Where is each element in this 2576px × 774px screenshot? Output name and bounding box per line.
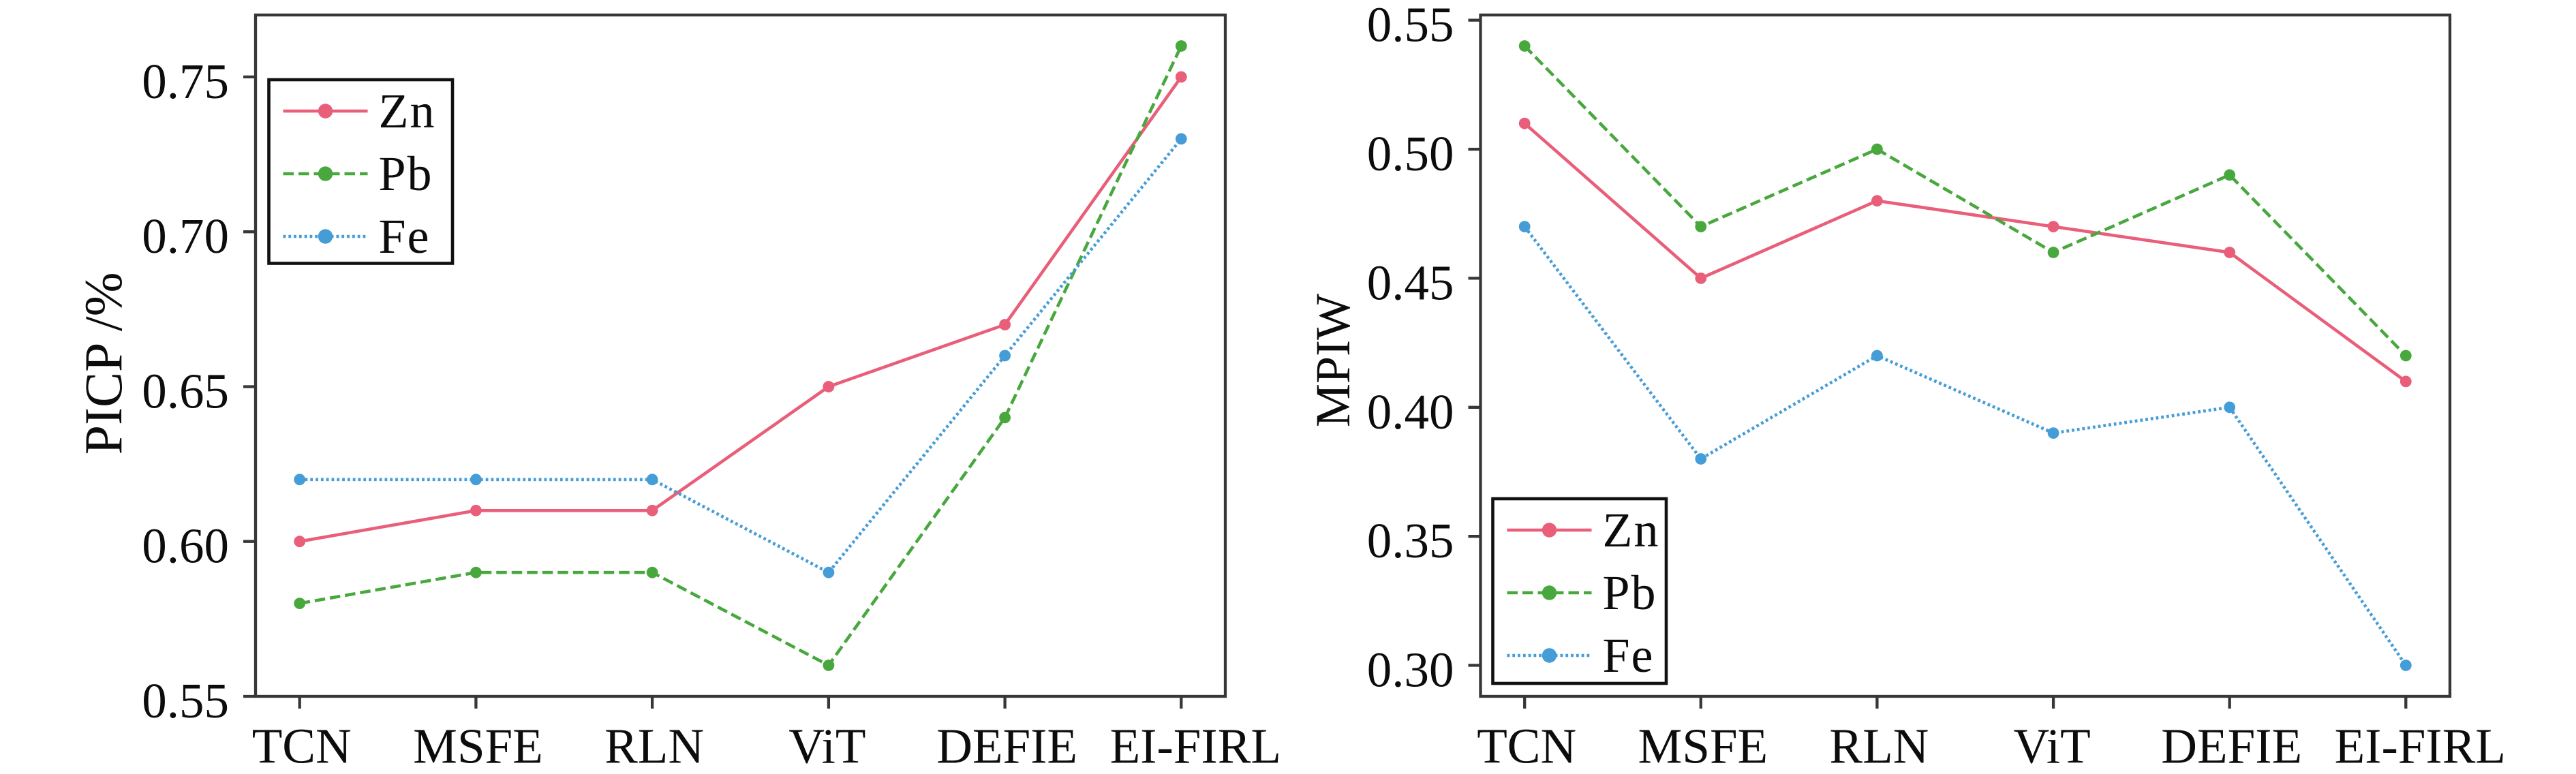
svg-text:0.45: 0.45: [1367, 255, 1454, 310]
svg-text:0.35: 0.35: [1367, 513, 1454, 568]
svg-text:PICP /%: PICP /%: [74, 272, 133, 454]
svg-text:ViT: ViT: [2013, 719, 2090, 774]
svg-text:MPIW: MPIW: [1306, 294, 1360, 427]
svg-text:RLN: RLN: [1829, 719, 1929, 774]
svg-text:Fe: Fe: [1603, 628, 1655, 683]
svg-text:0.50: 0.50: [1367, 126, 1454, 181]
svg-text:Zn: Zn: [379, 84, 436, 138]
svg-text:0.30: 0.30: [1367, 643, 1454, 698]
svg-text:DEFIE: DEFIE: [936, 719, 1077, 774]
svg-text:MSFE: MSFE: [413, 719, 543, 774]
svg-text:0.55: 0.55: [1367, 0, 1454, 52]
svg-text:Pb: Pb: [379, 146, 433, 201]
svg-text:0.40: 0.40: [1367, 384, 1454, 439]
svg-text:RLN: RLN: [604, 719, 704, 774]
svg-text:Pb: Pb: [1603, 566, 1657, 620]
svg-text:TCN: TCN: [252, 719, 352, 774]
svg-text:DEFIE: DEFIE: [2161, 719, 2302, 774]
svg-text:0.65: 0.65: [142, 364, 229, 419]
svg-text:ViT: ViT: [788, 719, 865, 774]
svg-text:TCN: TCN: [1477, 719, 1576, 774]
svg-text:EI-FIRL: EI-FIRL: [2335, 719, 2506, 774]
svg-text:MSFE: MSFE: [1638, 719, 1768, 774]
svg-text:Zn: Zn: [1603, 503, 1660, 557]
svg-text:0.70: 0.70: [142, 208, 229, 264]
svg-text:EI-FIRL: EI-FIRL: [1110, 719, 1281, 774]
svg-text:0.75: 0.75: [142, 54, 229, 109]
svg-text:Fe: Fe: [379, 209, 431, 264]
svg-text:0.55: 0.55: [142, 673, 229, 728]
svg-text:0.60: 0.60: [142, 518, 229, 574]
